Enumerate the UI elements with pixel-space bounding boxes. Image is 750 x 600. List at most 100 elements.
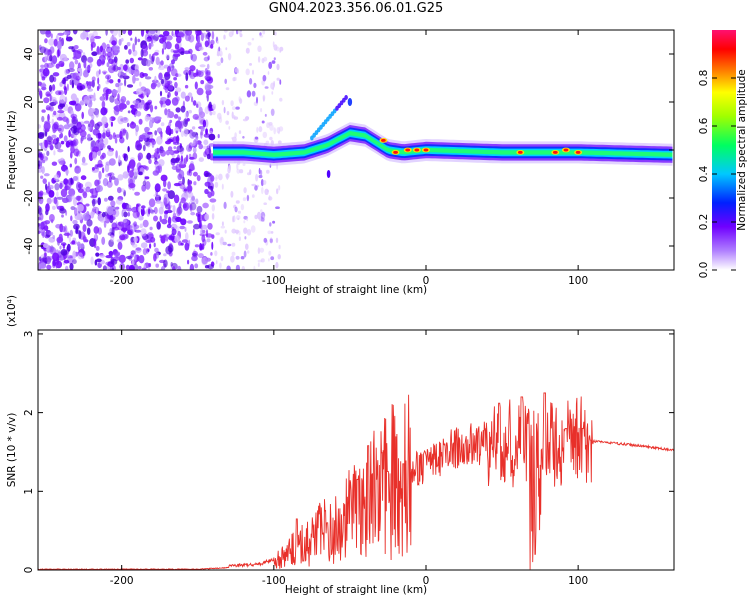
- spectrogram-speckle: [275, 46, 280, 52]
- spectrogram-speckle: [118, 38, 122, 46]
- spectrogram-speckle: [257, 259, 263, 263]
- spectrogram-speckle: [206, 63, 210, 70]
- spectrogram-speckle: [269, 222, 272, 227]
- spectrogram-speckle: [88, 33, 95, 39]
- spectrogram-speckle: [60, 140, 65, 145]
- spectrogram-speckle: [166, 94, 170, 99]
- spectrogram-speckle: [183, 188, 188, 192]
- spectrogram-speckle: [221, 183, 224, 190]
- spectrogram-speckle: [68, 68, 75, 73]
- spectrogram-speckle: [270, 108, 275, 117]
- spectrogram-speckle: [181, 239, 189, 243]
- spectrogram-speckle: [276, 77, 280, 81]
- spectrogram-speckle: [197, 213, 201, 223]
- spectrogram-speckle: [106, 62, 110, 68]
- spectrogram-speckle: [151, 140, 156, 145]
- spectrogram-speckle: [66, 34, 69, 42]
- spectrogram-speckle: [45, 256, 52, 265]
- spectrogram-speckle: [249, 63, 252, 66]
- spectrogram-speckle: [278, 185, 281, 191]
- spectrogram-speckle: [184, 242, 190, 251]
- spectrogram-speckle: [171, 165, 178, 170]
- spectrogram-speckle: [261, 187, 264, 195]
- spectrogram-speckle: [215, 174, 219, 180]
- spectrogram-speckle: [121, 37, 124, 42]
- spectrogram-speckle: [271, 60, 276, 64]
- spectrogram-speckle: [182, 176, 185, 185]
- spectrogram-speckle: [71, 79, 75, 89]
- snr-scale-label: (x10⁴): [6, 295, 18, 327]
- spectrogram-speckle: [121, 209, 124, 217]
- spectrogram-speckle: [49, 246, 57, 255]
- x-tick-label: 100: [568, 275, 588, 287]
- spectrogram-speckle: [74, 207, 78, 217]
- spectrogram-speckle: [103, 220, 107, 228]
- spectrogram-speckle: [88, 123, 91, 128]
- spectrogram-speckle: [240, 256, 245, 260]
- spectrogram-speckle: [236, 168, 241, 174]
- spectrogram-speckle: [209, 111, 213, 116]
- spectrogram-speckle: [133, 236, 138, 243]
- spectrogram-speckle: [233, 115, 236, 120]
- spectrogram-speckle: [204, 40, 209, 48]
- spectrogram-speckle: [38, 230, 41, 235]
- spectrogram-marks: [38, 30, 673, 270]
- spectrogram-speckle: [85, 186, 91, 193]
- spectrogram-speckle: [251, 90, 256, 97]
- spectrogram-speckle: [128, 48, 132, 55]
- spectrogram-speckle: [108, 134, 113, 140]
- spectrogram-speckle: [165, 140, 171, 145]
- spectrogram-speckle: [263, 56, 268, 62]
- spectrogram-speckle: [211, 30, 215, 40]
- spectrogram-speckle: [156, 127, 163, 133]
- spectrogram-speckle: [195, 68, 199, 78]
- spectrogram-speckle: [126, 229, 133, 235]
- spectrogram-speckle: [38, 132, 45, 139]
- spectrogram-speckle: [92, 151, 97, 161]
- spectrogram-speckle: [150, 55, 154, 65]
- spectrogram-speckle: [111, 58, 118, 67]
- spectrogram-speckle: [148, 42, 152, 50]
- spectrogram-speckle: [109, 95, 115, 103]
- spectrogram-speckle: [117, 84, 122, 94]
- spectrogram-speckle: [190, 53, 193, 61]
- spectrogram-speckle: [180, 51, 185, 55]
- spectrogram-speckle: [110, 200, 116, 207]
- spectrogram-speckle: [59, 132, 64, 139]
- y-tick-label: 3: [23, 331, 35, 338]
- spectrogram-speckle: [57, 110, 65, 114]
- spectrogram-speckle: [182, 100, 185, 109]
- spectrogram-speckle: [101, 100, 106, 109]
- spectrogram-speckle: [210, 39, 215, 45]
- spectrogram-speckle: [201, 234, 206, 243]
- spectrogram-speckle: [148, 263, 152, 268]
- spectrogram-speckle: [88, 81, 94, 87]
- spectrogram-speckle: [268, 258, 270, 262]
- spectrogram-speckle: [106, 55, 111, 61]
- spectrogram-speckle: [72, 138, 79, 146]
- spectrogram-speckle: [234, 206, 238, 213]
- spectrogram-speckle: [53, 196, 58, 205]
- colorbar-tick-label: 0.8: [698, 70, 710, 87]
- spectrogram-speckle: [200, 32, 204, 42]
- spectrogram-speckle: [158, 72, 163, 81]
- spectrogram-speckle: [175, 107, 181, 113]
- spectrogram-speckle: [43, 173, 50, 177]
- spectrogram-speckle: [127, 110, 131, 114]
- spectrogram-speckle: [160, 266, 166, 270]
- spectrogram-speckle: [266, 169, 270, 174]
- spectrogram-speckle: [51, 96, 57, 103]
- spectrogram-speckle: [99, 254, 105, 258]
- spectrogram-speckle: [173, 146, 177, 150]
- spectrogram-speckle: [129, 57, 134, 64]
- spectrogram-speckle: [225, 87, 230, 91]
- spectrogram-speckle: [138, 171, 143, 176]
- spectrogram-speckle: [40, 175, 44, 179]
- spectrogram-speckle: [204, 181, 211, 187]
- snr-axes: -200 -100 0 100 0 1 2 3: [23, 330, 674, 587]
- spectrogram-speckle: [99, 45, 103, 53]
- spectrogram-speckle: [52, 235, 55, 239]
- spectrogram-speckle: [135, 247, 142, 251]
- spectrogram-speckle: [44, 139, 48, 149]
